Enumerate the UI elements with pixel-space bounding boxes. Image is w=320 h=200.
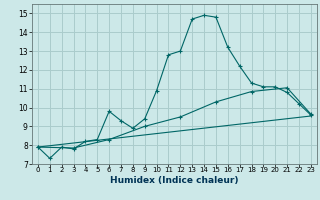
X-axis label: Humidex (Indice chaleur): Humidex (Indice chaleur) — [110, 176, 239, 185]
